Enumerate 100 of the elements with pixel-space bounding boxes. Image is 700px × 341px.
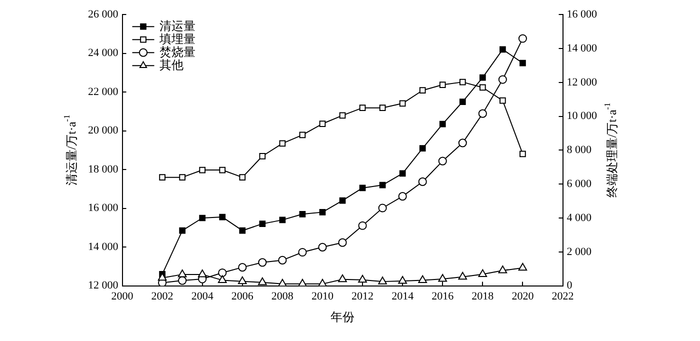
y-tick-label: 12 000	[88, 280, 119, 292]
point	[439, 120, 446, 128]
point	[199, 214, 206, 222]
point	[239, 174, 246, 181]
point	[338, 238, 347, 247]
point	[258, 258, 267, 267]
point	[319, 209, 326, 216]
point	[358, 221, 367, 230]
point	[359, 184, 366, 192]
point	[179, 227, 186, 234]
point	[198, 269, 207, 278]
point	[298, 248, 307, 257]
point	[338, 274, 347, 282]
point	[399, 100, 406, 107]
y-tick-label: 20 000	[88, 124, 119, 137]
legend-label: 清运量	[159, 18, 196, 33]
y-tick-label: 18 000	[88, 163, 119, 176]
point	[518, 34, 528, 43]
x-tick-label: 2014	[392, 290, 414, 302]
point	[199, 166, 206, 174]
x-tick-label: 2020	[512, 290, 534, 302]
x-tick-label: 2016	[432, 290, 454, 302]
point	[238, 263, 247, 272]
point	[258, 277, 267, 286]
point	[379, 182, 386, 188]
point	[379, 104, 386, 112]
x-tick-label: 2000	[111, 290, 134, 302]
legend-label: 其他	[159, 58, 184, 72]
y-tick-label: 16 000	[88, 202, 119, 214]
point	[520, 150, 526, 158]
point	[319, 120, 326, 127]
point	[419, 145, 426, 152]
point	[218, 275, 227, 283]
y2-axis-title: 终端处理量/万t·a-1	[603, 102, 619, 198]
point	[478, 269, 488, 278]
legend-label: 焚烧量	[159, 44, 196, 59]
x-tick-label: 2012	[352, 290, 374, 302]
point	[278, 256, 287, 265]
point	[378, 204, 387, 212]
point	[358, 274, 367, 283]
x-tick-label: 2022	[552, 290, 574, 302]
point	[318, 242, 327, 252]
x-tick-label: 2004	[191, 290, 214, 302]
point	[259, 152, 266, 160]
point	[219, 166, 226, 174]
y2-tick-label: 6 000	[566, 178, 592, 190]
point	[398, 192, 407, 201]
point	[499, 46, 506, 53]
x-tick-label: 2002	[151, 290, 174, 302]
y-tick-label: 24 000	[88, 47, 119, 60]
point	[438, 274, 448, 282]
point	[479, 84, 486, 91]
point	[520, 60, 526, 66]
point	[239, 227, 246, 234]
y2-tick-label: 0	[566, 280, 573, 292]
point	[419, 87, 426, 94]
point	[299, 132, 306, 138]
y-tick-label: 26 000	[88, 8, 119, 20]
point	[458, 138, 467, 148]
point	[518, 262, 528, 271]
point	[378, 276, 387, 284]
y2-tick-label: 12 000	[566, 76, 598, 88]
y2-tick-label: 16 000	[566, 8, 598, 20]
point	[179, 174, 186, 181]
y-tick-label: 14 000	[88, 240, 119, 253]
point	[279, 140, 286, 147]
point	[218, 268, 227, 278]
y-tick-label: 22 000	[88, 86, 119, 98]
y2-tick-label: 4 000	[566, 212, 592, 224]
point	[498, 266, 508, 274]
point	[279, 216, 286, 224]
point	[238, 276, 247, 284]
x-tick-label: 2006	[231, 290, 254, 302]
point	[159, 174, 166, 181]
point	[178, 269, 187, 278]
point	[418, 275, 427, 283]
point	[459, 98, 466, 105]
x-tick-label: 2008	[271, 290, 294, 302]
x-axis-title: 年份	[330, 310, 354, 324]
point	[339, 197, 346, 204]
point	[359, 104, 366, 112]
x-tick-label: 2010	[311, 290, 334, 302]
point	[438, 156, 447, 166]
y2-tick-label: 8 000	[566, 144, 592, 156]
y2-tick-label: 14 000	[566, 42, 598, 54]
point	[498, 75, 507, 84]
point	[478, 109, 487, 118]
point	[398, 276, 407, 284]
point	[299, 210, 306, 218]
point	[479, 74, 486, 81]
point	[458, 272, 468, 280]
point	[439, 82, 446, 88]
y2-tick-label: 10 000	[566, 110, 598, 122]
point	[178, 276, 187, 285]
point	[418, 177, 427, 186]
point	[219, 214, 226, 220]
point	[259, 220, 266, 227]
y2-tick-label: 2 000	[566, 246, 592, 258]
point	[499, 97, 506, 104]
point	[399, 170, 406, 177]
